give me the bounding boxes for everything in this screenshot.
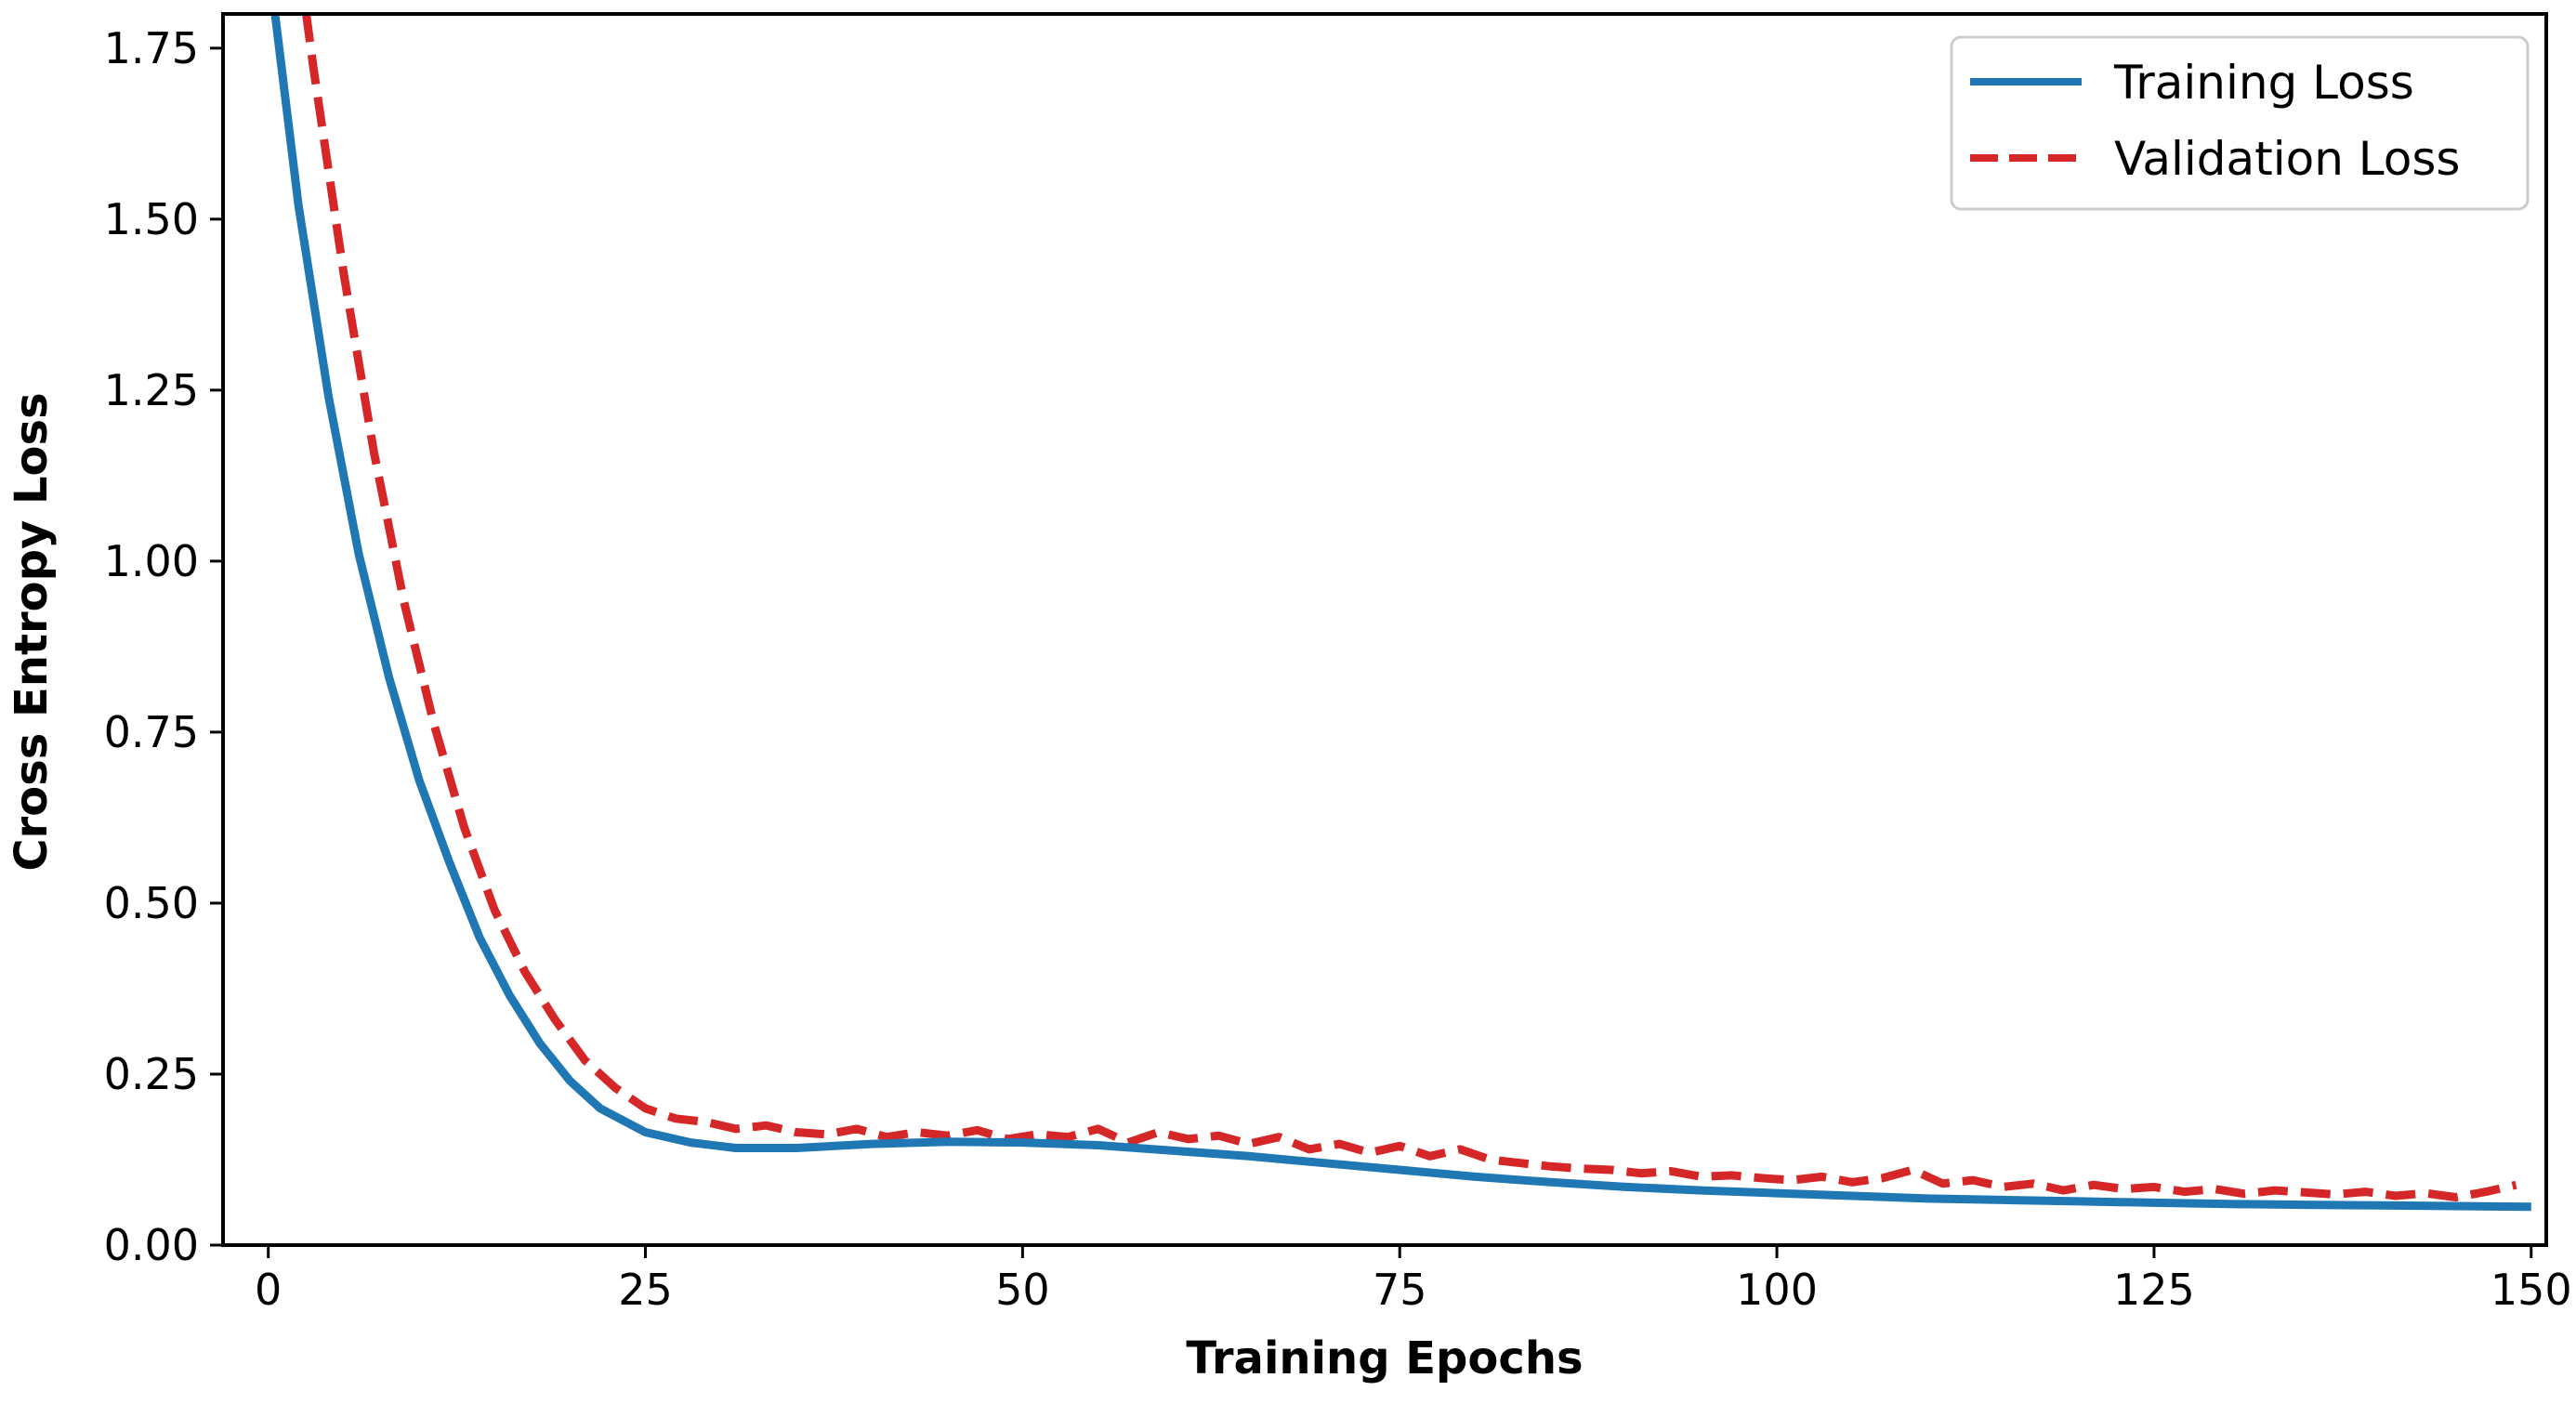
x-tick-label: 0	[255, 1265, 282, 1315]
x-tick-label: 25	[618, 1265, 673, 1315]
legend-label-validation-loss: Validation Loss	[2114, 132, 2460, 186]
y-tick-label: 1.75	[104, 23, 199, 73]
x-axis-label: Training Epochs	[1186, 1332, 1583, 1384]
plot-frame	[221, 12, 2548, 1247]
x-tick-label: 100	[1736, 1265, 1818, 1315]
x-tick-label: 150	[2491, 1265, 2572, 1315]
series-layer	[270, 14, 2531, 1212]
y-tick-label: 1.25	[104, 365, 199, 415]
x-tick-label: 125	[2113, 1265, 2195, 1315]
y-tick-label: 1.50	[104, 194, 199, 244]
x-tick-label: 75	[1373, 1265, 1427, 1315]
legend: Training Loss Validation Loss	[1950, 35, 2530, 211]
series-line-validation-loss	[301, 14, 2517, 1201]
y-axis-label: Cross Entropy Loss	[6, 392, 58, 871]
x-tick-label: 50	[995, 1265, 1050, 1315]
y-tick-label: 0.25	[104, 1049, 199, 1099]
y-tick-label: 0.75	[104, 707, 199, 757]
y-tick-label: 1.00	[104, 536, 199, 586]
axes-layer	[221, 12, 2548, 1247]
legend-box	[1950, 35, 2530, 211]
y-tick-label: 0.50	[104, 878, 199, 928]
series-line-training-loss	[270, 14, 2531, 1212]
ticks-layer: 0 25 50 75 100 125 150 0.00 0.25 0.50 0.75 1.00 1.25…	[104, 23, 2572, 1315]
y-tick-label: 0.00	[104, 1220, 199, 1270]
legend-label-training-loss: Training Loss	[2113, 56, 2414, 110]
